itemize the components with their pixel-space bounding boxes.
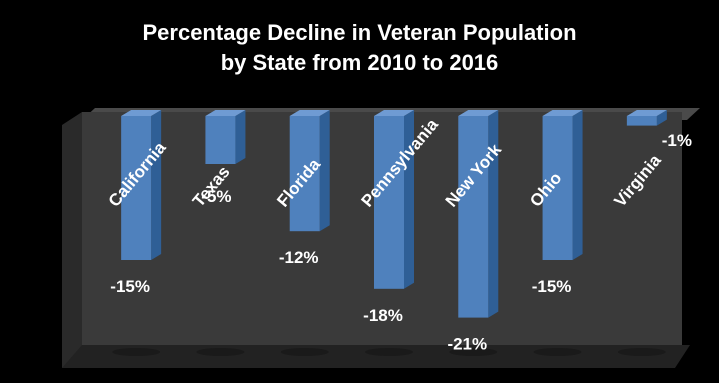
floor-shadow: [449, 348, 498, 356]
value-labels: -15% -5% -12% -18% -21% -15% -1%: [110, 131, 692, 354]
chart-title: Percentage Decline in Veteran Population…: [0, 18, 719, 78]
bar-top-florida: [289, 110, 330, 116]
data-label: -5%: [201, 187, 231, 206]
bar-side-texas: [235, 110, 246, 164]
bar-top-pennsylvania: [374, 110, 414, 116]
bar-top-california: [121, 110, 162, 116]
data-label: -15%: [110, 277, 150, 296]
bar-ohio: [542, 116, 573, 260]
bar-top-texas: [205, 110, 246, 116]
plot-floor: [62, 345, 690, 368]
bar-new-york: [458, 116, 489, 318]
bar-california: [121, 116, 152, 260]
bar-top-ohio: [542, 110, 583, 116]
bar-top-new-york: [458, 110, 499, 116]
bar-top-virginia: [626, 110, 667, 116]
data-label: -15%: [532, 277, 572, 296]
bar-pennsylvania: [374, 116, 404, 289]
chart-title-line-1: Percentage Decline in Veteran Population: [142, 20, 577, 45]
bar-side-new-york: [488, 110, 499, 318]
floor-shadow: [617, 348, 666, 356]
bar-side-pennsylvania: [404, 110, 414, 289]
bar-virginia: [626, 116, 657, 126]
data-label: -12%: [279, 248, 319, 267]
floor-shadow: [280, 348, 329, 356]
bar-group: [121, 110, 667, 318]
bar-florida: [289, 116, 320, 232]
data-label: -18%: [363, 306, 403, 325]
floor-shadow: [365, 348, 413, 356]
floor-shadow: [196, 348, 245, 356]
data-label: -1%: [662, 131, 692, 150]
bar-side-virginia: [656, 110, 667, 126]
bar-texas: [205, 116, 236, 164]
floor-shadow: [533, 348, 582, 356]
bar-side-california: [151, 110, 162, 260]
data-label: -21%: [447, 335, 487, 354]
chart-title-line-2: by State from 2010 to 2016: [220, 50, 499, 75]
floor-shadow: [112, 348, 161, 356]
bar-side-florida: [319, 110, 330, 232]
plot-side-wall: [62, 112, 82, 368]
bar-side-ohio: [572, 110, 583, 260]
